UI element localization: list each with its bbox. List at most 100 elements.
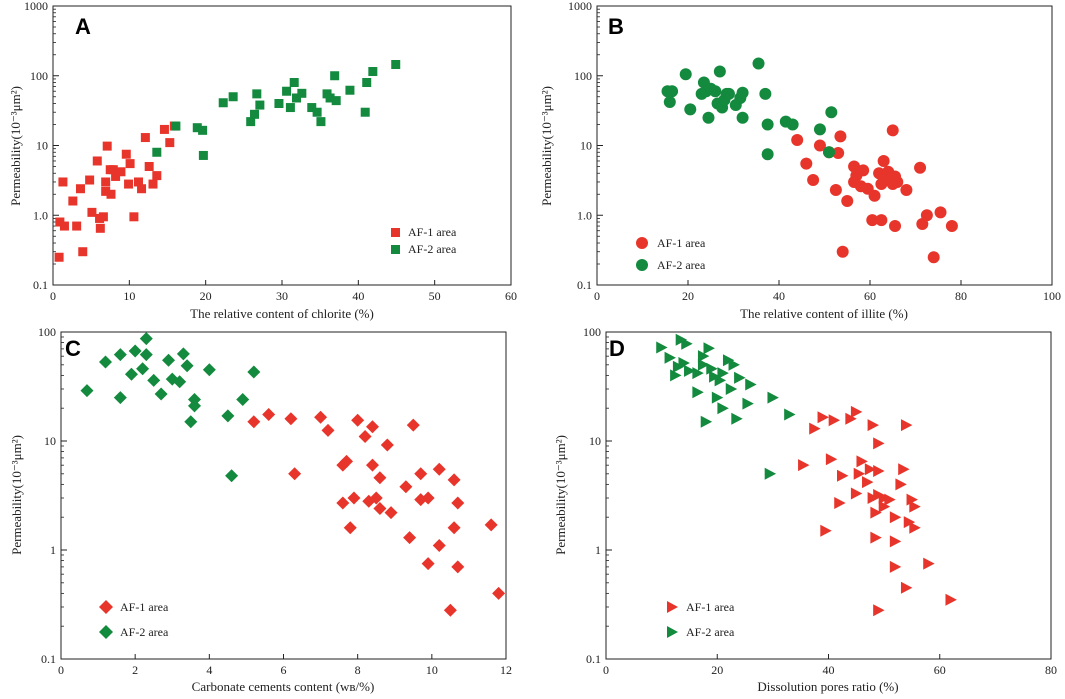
data-point-af2 bbox=[786, 118, 799, 131]
data-point-af1 bbox=[837, 469, 849, 482]
data-point-af2 bbox=[99, 355, 112, 369]
data-point-af1 bbox=[373, 471, 387, 485]
data-point-af2 bbox=[709, 85, 722, 98]
data-point-af2 bbox=[113, 348, 127, 362]
x-tick-label: 60 bbox=[505, 289, 517, 303]
data-point-af2 bbox=[681, 337, 693, 350]
x-tick-label: 0 bbox=[594, 289, 600, 303]
data-point-af1 bbox=[133, 177, 143, 187]
data-point-af1 bbox=[900, 581, 913, 594]
data-point-af1 bbox=[866, 214, 879, 227]
x-tick-label: 80 bbox=[955, 289, 967, 303]
data-point-af1 bbox=[101, 177, 111, 187]
data-point-af1 bbox=[340, 454, 354, 468]
y-tick-label: 0.1 bbox=[41, 652, 56, 666]
data-point-af1 bbox=[144, 161, 154, 171]
data-point-af1 bbox=[850, 405, 863, 418]
y-tick-label: 10 bbox=[589, 434, 601, 448]
y-axis-title: Permeability(10⁻³μm²) bbox=[553, 435, 568, 555]
data-point-af2 bbox=[678, 356, 690, 369]
x-tick-label: 20 bbox=[711, 663, 723, 677]
panel-label: D bbox=[609, 336, 625, 361]
data-point-af1 bbox=[314, 410, 328, 424]
data-point-af2 bbox=[180, 359, 194, 373]
data-point-af2 bbox=[154, 387, 168, 401]
data-point-af1 bbox=[832, 147, 845, 160]
data-point-af1 bbox=[451, 560, 465, 574]
legend-label-af1: AF-1 area bbox=[686, 600, 735, 614]
data-point-af1 bbox=[111, 171, 121, 181]
data-point-af1 bbox=[829, 184, 842, 197]
data-point-af1 bbox=[889, 535, 902, 548]
data-point-af1 bbox=[914, 161, 927, 174]
data-point-af1 bbox=[321, 423, 335, 437]
data-point-af1 bbox=[856, 455, 868, 468]
data-point-af1 bbox=[898, 463, 910, 476]
data-point-af1 bbox=[165, 138, 175, 148]
x-tick-label: 4 bbox=[206, 663, 212, 677]
legend-label-af2: AF-2 area bbox=[120, 625, 169, 639]
data-point-af2 bbox=[325, 93, 335, 103]
legend-marker-af1 bbox=[99, 600, 113, 614]
data-point-af1 bbox=[820, 524, 832, 537]
data-point-af1 bbox=[817, 411, 829, 424]
x-tick-label: 20 bbox=[200, 289, 212, 303]
data-point-af2 bbox=[285, 103, 295, 113]
x-axis-title: Carbonate cements content (wʙ/%) bbox=[192, 679, 375, 694]
panel-label: C bbox=[65, 336, 81, 361]
data-point-af1 bbox=[403, 531, 417, 545]
data-point-af2 bbox=[391, 59, 401, 69]
data-point-af1 bbox=[101, 186, 111, 196]
data-point-af1 bbox=[247, 415, 261, 429]
data-point-af1 bbox=[850, 487, 863, 500]
x-tick-label: 10 bbox=[426, 663, 438, 677]
data-point-af2 bbox=[192, 123, 202, 133]
data-point-af2 bbox=[247, 365, 261, 379]
data-point-af2 bbox=[736, 86, 749, 99]
data-point-af2 bbox=[80, 384, 94, 398]
data-point-af1 bbox=[124, 179, 134, 189]
data-point-af2 bbox=[713, 65, 726, 78]
data-point-af1 bbox=[845, 412, 857, 425]
x-tick-label: 40 bbox=[823, 663, 835, 677]
data-point-af2 bbox=[292, 93, 302, 103]
data-point-af2 bbox=[162, 353, 176, 367]
data-point-af2 bbox=[711, 391, 724, 404]
data-point-af1 bbox=[129, 212, 139, 222]
data-point-af1 bbox=[853, 467, 866, 480]
data-point-af2 bbox=[176, 347, 190, 361]
data-point-af2 bbox=[225, 469, 239, 483]
data-point-af1 bbox=[886, 124, 899, 137]
data-point-af1 bbox=[59, 221, 69, 231]
data-point-af1 bbox=[443, 603, 457, 617]
data-point-af1 bbox=[870, 506, 882, 519]
data-point-af1 bbox=[140, 133, 150, 143]
data-point-af2 bbox=[663, 96, 676, 109]
data-point-af1 bbox=[867, 419, 879, 432]
data-point-af1 bbox=[834, 496, 846, 509]
x-tick-label: 60 bbox=[864, 289, 876, 303]
data-point-af1 bbox=[492, 586, 506, 600]
data-point-af2 bbox=[736, 111, 749, 124]
data-point-af2 bbox=[202, 363, 216, 377]
data-point-af1 bbox=[406, 418, 420, 432]
data-point-af1 bbox=[421, 557, 435, 571]
data-point-af2 bbox=[734, 371, 746, 384]
data-point-af1 bbox=[862, 476, 874, 489]
data-point-af1 bbox=[85, 175, 95, 185]
x-tick-label: 50 bbox=[429, 289, 441, 303]
data-point-af2 bbox=[331, 96, 341, 106]
data-point-af1 bbox=[351, 413, 365, 427]
data-point-af1 bbox=[813, 139, 826, 152]
data-point-af1 bbox=[889, 220, 902, 233]
x-axis-title: Dissolution pores ratio (%) bbox=[757, 679, 898, 694]
data-point-af1 bbox=[900, 184, 913, 197]
x-tick-label: 100 bbox=[1043, 289, 1061, 303]
x-tick-label: 40 bbox=[773, 289, 785, 303]
data-point-af1 bbox=[366, 420, 379, 434]
y-axis-title: Permeability(10⁻³μm²) bbox=[539, 86, 554, 206]
data-point-af2 bbox=[113, 391, 127, 405]
data-point-af1 bbox=[78, 247, 88, 257]
data-point-af2 bbox=[692, 386, 704, 399]
legend: AF-1 area AF-2 area bbox=[636, 236, 706, 272]
